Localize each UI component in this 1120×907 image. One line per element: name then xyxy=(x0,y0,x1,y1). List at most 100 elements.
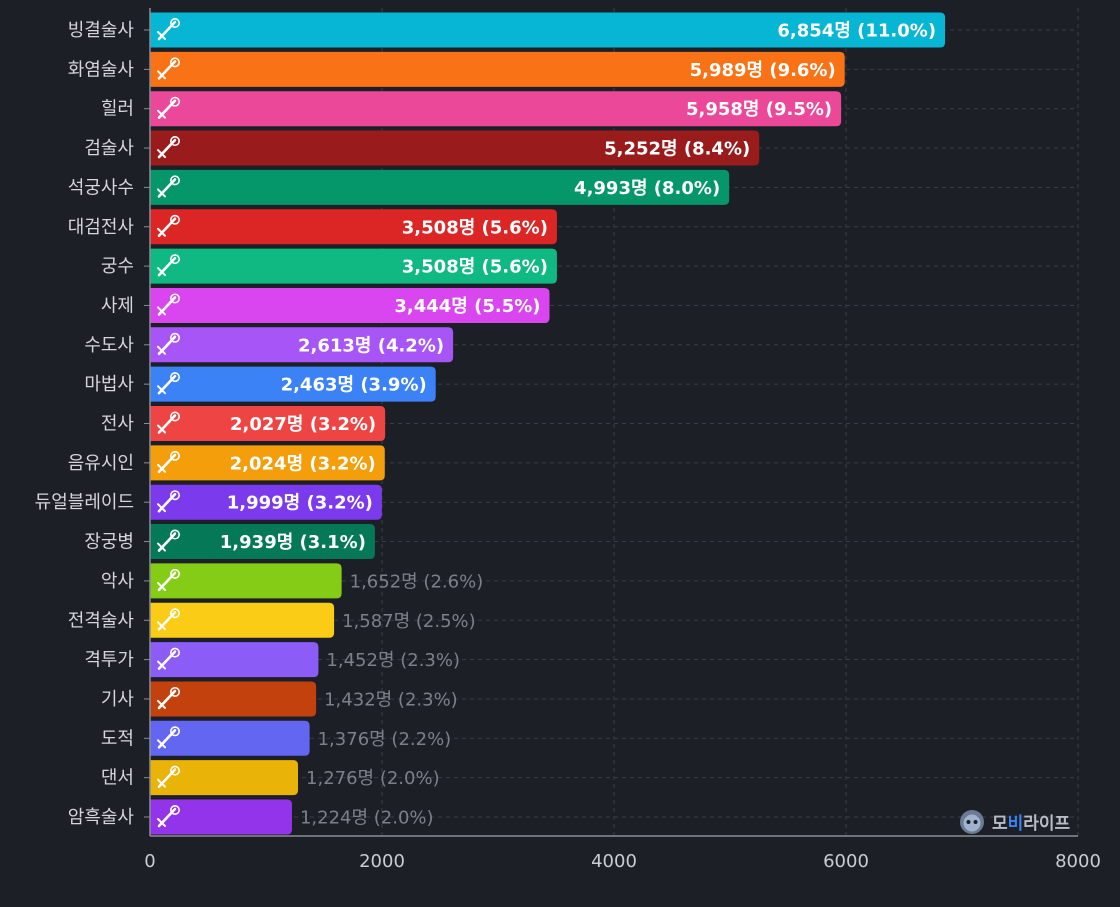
category-label: 대검전사 xyxy=(68,217,135,238)
bar-row: 검술사 5,252명 (8.4%) xyxy=(84,130,760,166)
bar xyxy=(150,327,454,363)
category-label: 도적 xyxy=(101,728,134,749)
crossbow-icon xyxy=(157,175,180,198)
bar xyxy=(150,287,550,323)
bar-row: 암흑술사 1,224명 (2.0%) xyxy=(68,799,434,835)
sword-icon xyxy=(157,136,180,159)
value-label: 3,508명 (5.6%) xyxy=(402,257,548,278)
bow-icon xyxy=(157,254,180,277)
bar xyxy=(150,169,730,205)
bar-row: 듀얼블레이드 1,999명 (3.2%) xyxy=(35,484,382,520)
value-label: 1,939명 (3.1%) xyxy=(220,532,366,553)
value-label: 1,224명 (2.0%) xyxy=(300,808,434,829)
fan-icon xyxy=(157,765,180,788)
warrior-icon xyxy=(157,411,180,434)
category-label: 검술사 xyxy=(84,138,134,159)
watermark-text-c: 라이프 xyxy=(1023,813,1071,834)
value-label: 2,024명 (3.2%) xyxy=(230,453,376,474)
bar-row: 빙결술사 6,854명 (11.0%) xyxy=(68,12,946,48)
value-label: 6,854명 (11.0%) xyxy=(777,21,936,42)
bar xyxy=(150,799,292,835)
value-label: 1,452명 (2.3%) xyxy=(326,650,460,671)
bar-row: 기사 1,432명 (2.3%) xyxy=(101,681,458,717)
bar-row: 마법사 2,463명 (3.9%) xyxy=(84,366,436,402)
bar-row: 전사 2,027명 (3.2%) xyxy=(101,406,386,441)
magic-wand-icon xyxy=(157,372,180,395)
category-label: 악사 xyxy=(101,571,135,592)
category-label: 힐러 xyxy=(101,99,134,120)
category-label: 석궁사수 xyxy=(68,177,134,198)
bar-row: 악사 1,652명 (2.6%) xyxy=(101,563,484,599)
bar-row: 장궁병 1,939명 (3.1%) xyxy=(84,524,375,560)
x-tick-label: 4000 xyxy=(591,851,637,872)
category-label: 전격술사 xyxy=(68,610,135,631)
x-tick-label: 0 xyxy=(144,851,155,872)
value-label: 1,587명 (2.5%) xyxy=(342,611,476,632)
bar xyxy=(150,563,342,599)
category-label: 장궁병 xyxy=(84,532,134,553)
category-label: 빙결술사 xyxy=(68,20,135,41)
priest-icon xyxy=(157,293,180,316)
bar xyxy=(150,445,385,481)
bar xyxy=(150,130,760,166)
bar-row: 댄서 1,276명 (2.0%) xyxy=(101,760,440,796)
value-label: 2,027명 (3.2%) xyxy=(230,414,376,435)
value-label: 4,993명 (8.0%) xyxy=(574,178,720,199)
bar-row: 도적 1,376명 (2.2%) xyxy=(101,720,452,756)
bar-row: 사제 3,444명 (5.5%) xyxy=(101,287,550,323)
watermark: 모비라이프 xyxy=(958,806,1070,836)
x-tick-label: 6000 xyxy=(823,851,869,872)
knight-icon xyxy=(157,686,180,710)
bar-row: 힐러 5,958명 (9.5%) xyxy=(101,91,842,127)
bar xyxy=(150,484,382,520)
x-tick-label: 2000 xyxy=(359,851,405,872)
category-label: 수도사 xyxy=(84,335,134,356)
bar xyxy=(150,209,557,245)
value-label: 2,463명 (3.9%) xyxy=(281,375,427,396)
watermark-text: 모비라이프 xyxy=(992,809,1070,834)
watermark-text-b: 비 xyxy=(1007,813,1024,834)
value-label: 5,252명 (8.4%) xyxy=(604,139,750,160)
monk-icon xyxy=(157,332,180,356)
dagger-icon xyxy=(157,726,180,749)
category-label: 화염술사 xyxy=(68,59,135,80)
ice-sword-icon xyxy=(157,18,180,41)
lute-icon xyxy=(157,450,180,474)
bar-row: 궁수 3,508명 (5.6%) xyxy=(101,248,557,284)
value-label: 1,376명 (2.2%) xyxy=(318,729,452,750)
category-label: 궁수 xyxy=(101,256,134,277)
category-label: 사제 xyxy=(101,295,134,316)
bar-row: 음유시인 2,024명 (3.2%) xyxy=(68,445,385,481)
value-label: 5,958명 (9.5%) xyxy=(686,99,832,120)
bar-row: 격투가 1,452명 (2.3%) xyxy=(84,642,460,678)
category-label: 암흑술사 xyxy=(68,807,135,828)
value-label: 1,652명 (2.6%) xyxy=(350,571,484,592)
category-label: 기사 xyxy=(101,689,135,710)
category-label: 음유시인 xyxy=(68,453,134,474)
dark-magic-icon xyxy=(157,805,180,828)
value-label: 1,999명 (3.2%) xyxy=(227,493,373,514)
bar xyxy=(150,248,557,284)
value-label: 1,276명 (2.0%) xyxy=(306,768,440,789)
value-label: 1,432명 (2.3%) xyxy=(324,689,458,710)
mascot-logo-icon xyxy=(960,810,984,834)
bar xyxy=(150,91,842,127)
value-label: 2,613명 (4.2%) xyxy=(298,335,444,356)
bar xyxy=(150,524,375,560)
bar-row: 석궁사수 4,993명 (8.0%) xyxy=(68,169,730,205)
bar xyxy=(150,760,299,796)
bar xyxy=(150,406,386,441)
category-label: 격투가 xyxy=(84,650,134,671)
bar-row: 수도사 2,613명 (4.2%) xyxy=(84,327,454,363)
bar xyxy=(150,12,946,48)
bar xyxy=(150,681,317,717)
bar-row: 화염술사 5,989명 (9.6%) xyxy=(68,51,845,87)
x-tick-label: 8000 xyxy=(1055,851,1101,872)
bar xyxy=(150,51,845,87)
bar xyxy=(150,602,335,638)
category-label: 댄서 xyxy=(101,768,134,789)
bar-row: 대검전사 3,508명 (5.6%) xyxy=(68,209,557,245)
bar xyxy=(150,720,310,756)
